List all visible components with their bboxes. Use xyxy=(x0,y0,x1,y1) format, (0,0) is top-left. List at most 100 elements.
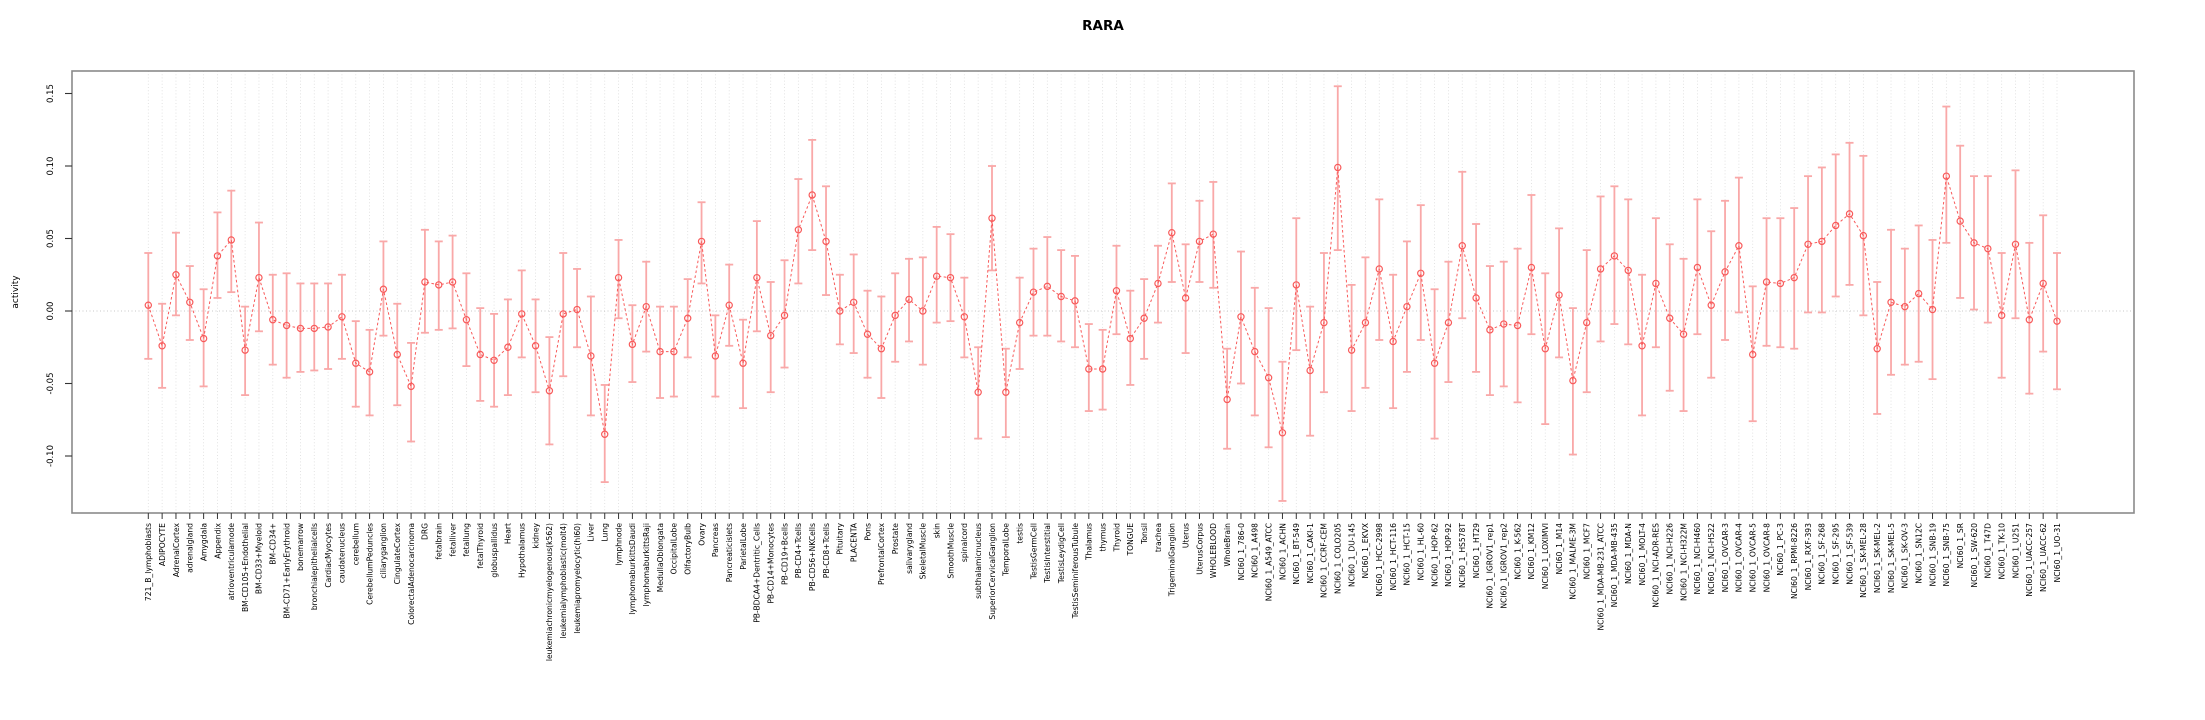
data-point xyxy=(725,301,733,309)
x-tick-label: fetalliver xyxy=(448,522,457,556)
data-point xyxy=(1292,281,1300,289)
data-point xyxy=(1804,240,1812,248)
error-bar xyxy=(1458,170,1467,320)
x-tick-label: TestisSeminiferousTubule xyxy=(1071,523,1080,620)
x-tick-label: PB-CD14+Monocytes xyxy=(767,523,776,604)
data-point xyxy=(656,347,664,356)
x-tick-label: NCI60_1_MOLT-4 xyxy=(1638,523,1647,586)
x-tick-label: NCI60_1_KM12 xyxy=(1527,523,1536,580)
error-bar xyxy=(1402,240,1411,373)
data-point xyxy=(1596,265,1605,273)
data-point xyxy=(1887,298,1895,306)
y-tick-label: -0.05 xyxy=(46,373,56,395)
error-bar xyxy=(1015,276,1024,370)
x-tick-label: SuperiorCervicalGanglion xyxy=(988,523,997,620)
error-bar xyxy=(656,305,665,399)
data-point xyxy=(1901,302,1909,311)
x-tick-label: atrioventricularnode xyxy=(227,523,236,601)
data-point xyxy=(1679,330,1688,338)
data-point xyxy=(144,301,152,309)
x-tick-label: CardiacMyocytes xyxy=(324,523,333,588)
data-point xyxy=(1832,221,1840,230)
data-point xyxy=(960,313,969,321)
data-point xyxy=(1818,237,1826,246)
error-bar xyxy=(268,273,277,366)
error-bar xyxy=(1887,228,1896,376)
data-point xyxy=(2053,317,2061,325)
data-point xyxy=(1997,311,2006,320)
x-tick-label: 721_B_lymphoblasts xyxy=(144,523,153,601)
data-point xyxy=(393,350,401,359)
x-tick-label: NCI60_1_NCI-ADR-RES xyxy=(1652,523,1661,608)
data-point xyxy=(1458,242,1466,250)
x-tick-label: Prostate xyxy=(891,523,900,555)
x-tick-label: TrigeminalGanglion xyxy=(1168,523,1177,597)
data-point xyxy=(269,316,277,324)
data-point xyxy=(1223,395,1231,404)
data-point xyxy=(905,295,913,304)
x-tick-label: NCI60_1_MDA-MB-435 xyxy=(1610,523,1619,608)
data-point xyxy=(1361,318,1370,327)
error-bar xyxy=(1762,217,1771,347)
data-point xyxy=(1970,239,1978,247)
x-tick-label: NCI60_1_BT-549 xyxy=(1292,523,1301,585)
error-bar xyxy=(849,253,858,354)
data-point xyxy=(462,316,471,324)
x-tick-label: Pancreas xyxy=(711,523,720,557)
x-tick-label: NCI60_1_DU-145 xyxy=(1347,523,1356,587)
x-tick-label: NCI60_1_OVCAR-3 xyxy=(1721,523,1730,593)
x-tick-label: NCI60_1_RPMI-8226 xyxy=(1790,523,1799,599)
error-bar xyxy=(1928,239,1937,381)
data-point xyxy=(2011,240,2020,248)
data-point xyxy=(241,346,249,354)
error-bar xyxy=(1430,288,1439,440)
data-point xyxy=(310,324,318,333)
x-tick-label: Hypothalamus xyxy=(518,523,527,578)
x-tick-label: NCI60_1_NCI-H522 xyxy=(1707,523,1716,595)
error-bar xyxy=(1582,249,1591,394)
data-point xyxy=(1721,268,1729,276)
x-tick-label: Pancreaticislets xyxy=(725,523,734,582)
error-bar xyxy=(573,268,582,349)
error-bar xyxy=(490,312,499,408)
error-bar xyxy=(1084,323,1093,412)
error-bar xyxy=(1001,347,1010,439)
error-bar xyxy=(1734,176,1743,314)
axes-layer: 0.15 0.10 0.05 0.00 -0.05 -0.10 721_B_lymphobl… xyxy=(46,70,2135,661)
data-layer xyxy=(144,85,2061,502)
x-tick-label: NCI60_1_SNB-75 xyxy=(1942,523,1951,587)
x-tick-label: NCI60_1_SF-295 xyxy=(1832,523,1841,585)
x-tick-label: NCI60_1_OVCAR-8 xyxy=(1762,523,1771,593)
data-point xyxy=(1209,230,1217,238)
x-tick-label: ColorectalAdenocarcinoma xyxy=(407,523,416,625)
error-bar xyxy=(1817,166,1826,314)
data-point xyxy=(1098,365,1107,373)
error-bar xyxy=(1223,347,1232,450)
data-point xyxy=(919,307,927,315)
error-bar xyxy=(1347,283,1356,412)
error-bar xyxy=(1499,260,1508,388)
x-tick-label: WHOLEBLOOD xyxy=(1209,523,1218,578)
error-bar xyxy=(1942,105,1951,244)
error-bar xyxy=(988,165,997,272)
error-bar xyxy=(337,273,346,360)
error-bar xyxy=(503,298,512,397)
data-point xyxy=(1762,278,1771,286)
error-bar xyxy=(1181,243,1190,354)
data-point xyxy=(1195,237,1204,246)
error-bar xyxy=(393,302,402,407)
data-point xyxy=(448,278,457,286)
x-tick-label: NCI60_1_TK-10 xyxy=(1997,523,2006,580)
data-point xyxy=(1417,269,1425,277)
x-tick-label: WholeBrain xyxy=(1223,523,1232,567)
x-tick-label: NCI60_1_HOP-62 xyxy=(1430,523,1439,587)
x-tick-label: NCI60_1_PC-3 xyxy=(1776,523,1785,576)
data-point xyxy=(1749,350,1757,359)
y-tick-label: 0.10 xyxy=(46,157,56,176)
error-bar xyxy=(282,272,291,379)
error-bar xyxy=(1596,195,1605,343)
error-bar xyxy=(766,281,775,394)
data-point xyxy=(324,323,332,331)
x-tick-label: CerebellumPeduncles xyxy=(365,523,374,605)
